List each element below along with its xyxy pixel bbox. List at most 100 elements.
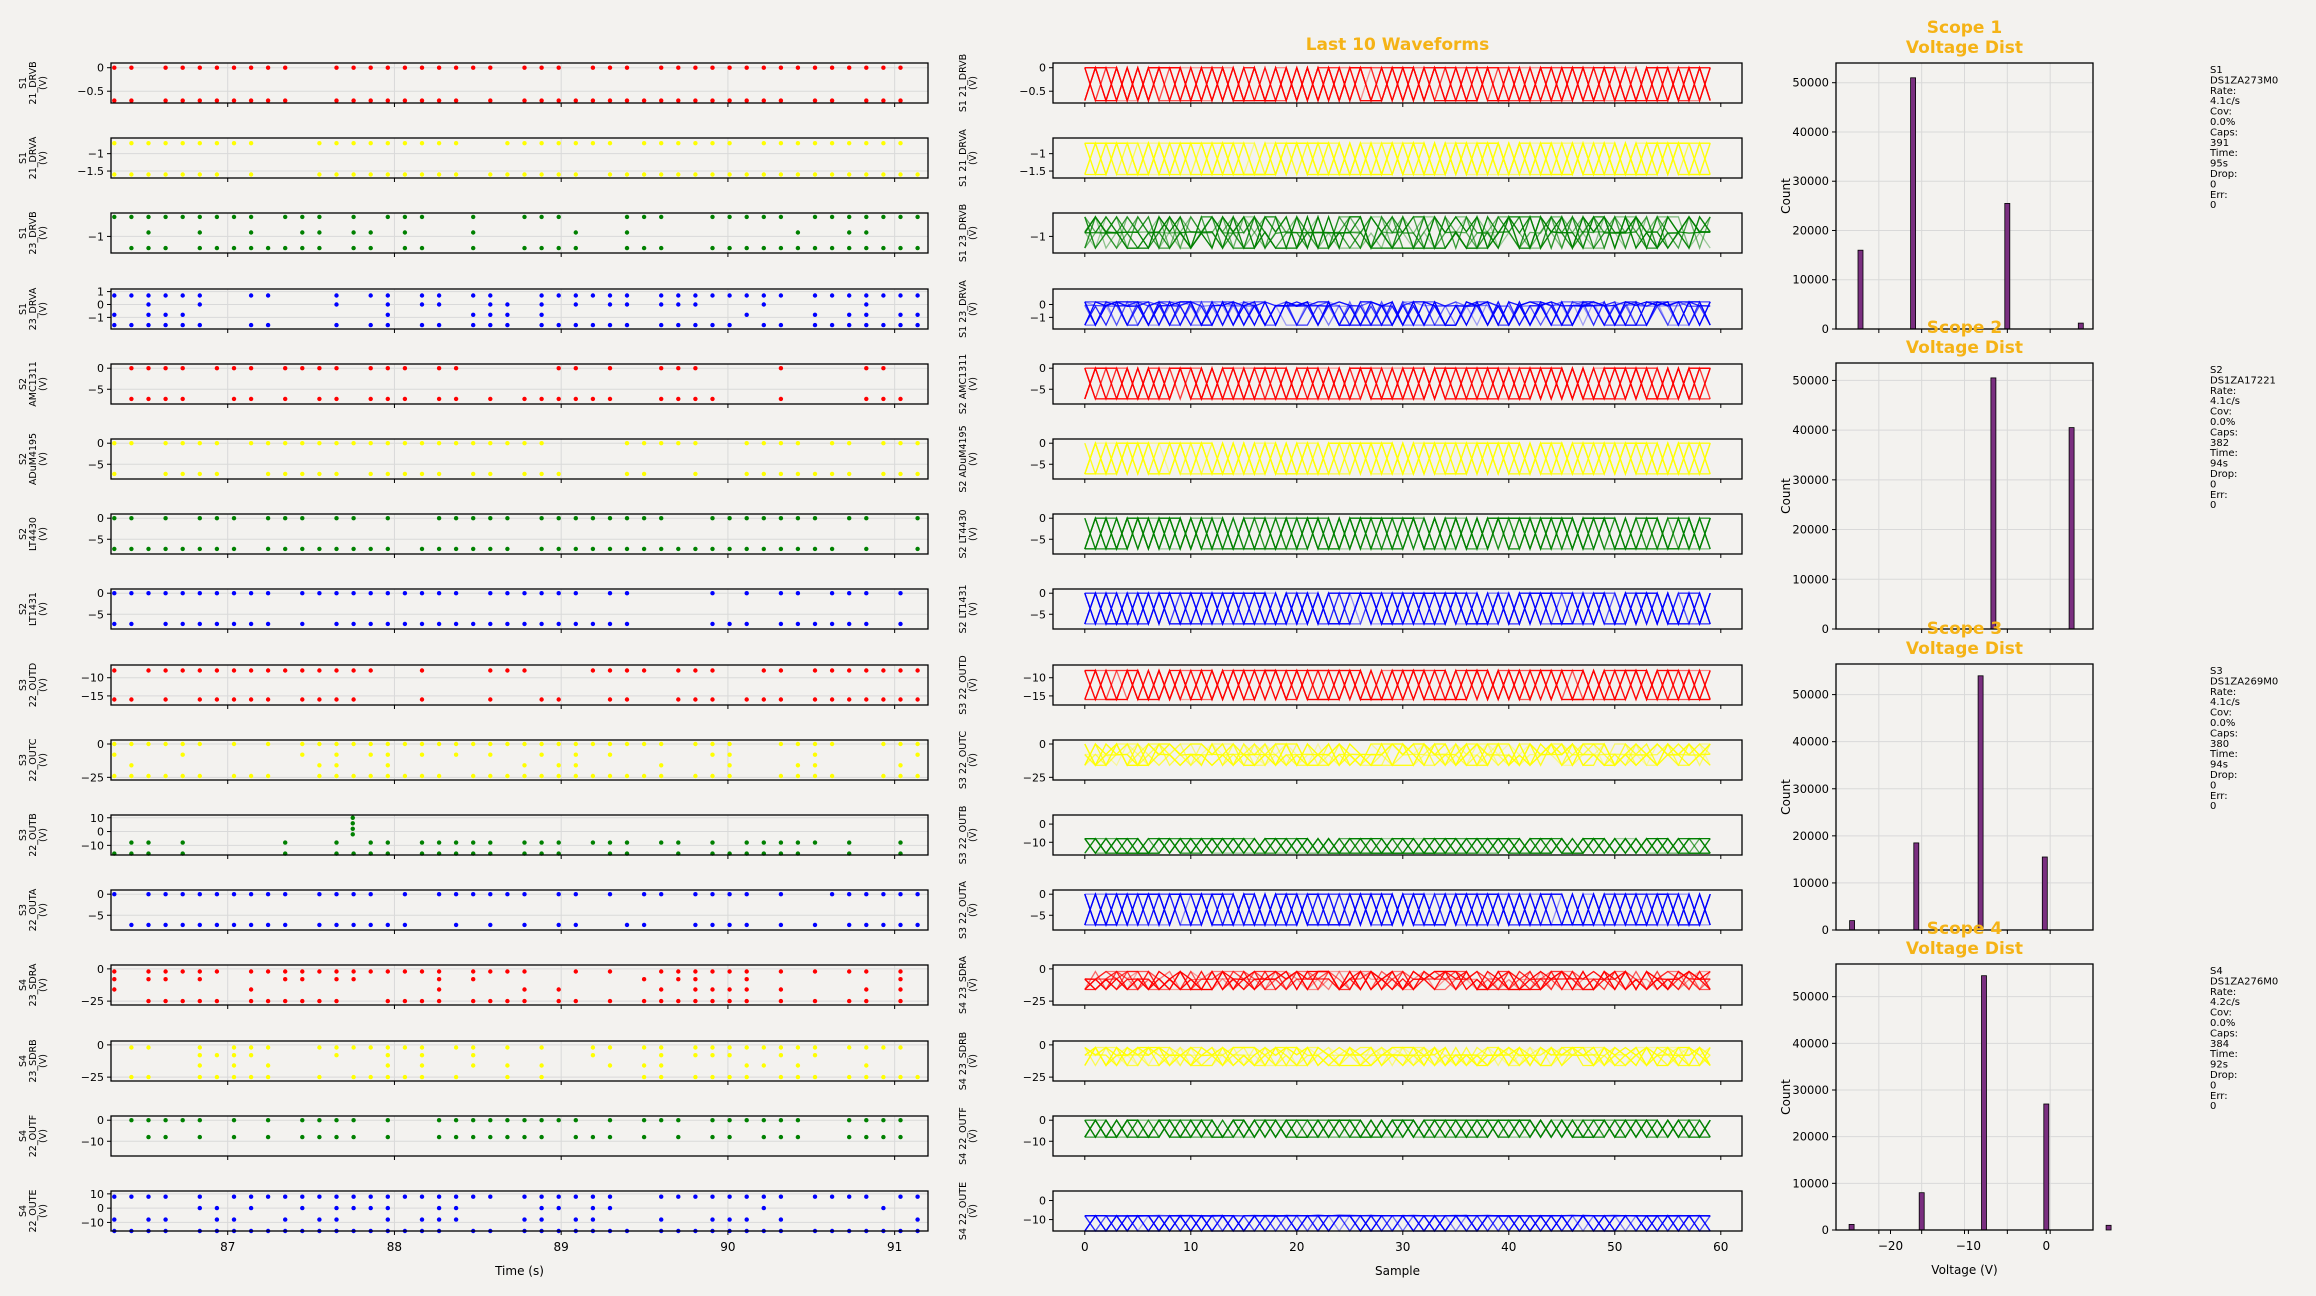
data-point <box>197 1045 202 1050</box>
y-axis-label-line: S4 <box>18 979 29 991</box>
y-axis-label-line: 22_OUTC <box>28 738 39 782</box>
x-axis-label: Voltage (V) <box>1931 1263 1997 1277</box>
data-point <box>590 546 596 552</box>
data-point <box>112 668 117 673</box>
data-point <box>146 302 151 307</box>
data-point <box>744 214 749 220</box>
data-point <box>778 366 784 371</box>
data-point <box>744 591 749 596</box>
y-axis-label: S2 LT1431 (V) <box>958 584 979 633</box>
data-point <box>847 516 852 521</box>
data-point <box>112 892 117 897</box>
data-point <box>881 1045 886 1050</box>
data-point <box>812 773 818 779</box>
y-tick-label: 0 <box>97 738 104 751</box>
data-point <box>488 1134 493 1140</box>
data-point <box>693 969 698 974</box>
y-axis-label-line: S2 ADuM4195 <box>958 425 969 492</box>
data-point <box>539 621 544 627</box>
data-point <box>146 396 151 402</box>
data-point <box>368 245 373 251</box>
data-point <box>385 741 390 747</box>
data-point <box>197 741 202 747</box>
y-tick-label: 0 <box>1039 1195 1046 1208</box>
axes-frame <box>110 889 929 931</box>
data-point <box>659 546 664 552</box>
data-point <box>522 668 527 673</box>
y-tick-label: 0 <box>97 888 104 901</box>
y-axis-label-line: 21_DRVB <box>28 61 39 104</box>
data-point <box>317 892 322 897</box>
y-tick-label: 0 <box>1039 512 1046 525</box>
data-point <box>573 773 578 779</box>
data-point <box>881 65 886 70</box>
scatter-panel-6: 0−5S2 ADuM4195 (V) <box>18 433 929 485</box>
data-point <box>163 65 168 70</box>
waveform-line <box>1084 516 1711 551</box>
y-axis-label-line: (V) <box>38 1054 49 1068</box>
y-tick-label: 10000 <box>1792 876 1829 890</box>
scope-info-line: 0.0% <box>2210 117 2235 128</box>
data-point <box>847 668 852 673</box>
scatter-panel-7: 0−5S2 LT4430 (V) <box>18 512 929 558</box>
data-point <box>419 591 425 596</box>
data-point <box>129 922 134 928</box>
data-point <box>693 141 698 146</box>
data-point <box>146 741 151 747</box>
scope-info-line: 92s <box>2210 1060 2228 1071</box>
data-point <box>847 141 852 146</box>
data-point <box>761 1205 766 1211</box>
data-point <box>847 1045 852 1050</box>
scope-info-line: S3 <box>2210 666 2223 677</box>
data-point <box>129 741 134 747</box>
data-point <box>197 773 202 779</box>
data-point <box>573 546 578 552</box>
data-point <box>197 621 202 627</box>
data-point <box>522 621 527 627</box>
data-point <box>778 1045 784 1050</box>
data-point <box>556 922 561 928</box>
data-point <box>419 98 425 103</box>
data-point <box>197 546 202 552</box>
data-point <box>453 1118 459 1123</box>
data-point <box>231 1118 237 1123</box>
scope-info-line: 0 <box>2210 179 2216 190</box>
histogram-bar <box>1910 77 1916 330</box>
data-point <box>624 441 630 446</box>
data-point <box>163 922 168 928</box>
data-point <box>146 312 151 317</box>
scope-info-line: Cov: <box>2210 107 2232 118</box>
waveform-line <box>1084 892 1711 927</box>
scatter-panel-3: −1S1 23_DRVB (V) <box>18 211 929 257</box>
data-point <box>214 366 220 371</box>
data-point <box>197 214 202 220</box>
data-point <box>812 172 818 177</box>
data-point <box>351 969 356 974</box>
data-point <box>812 98 818 103</box>
data-point <box>710 322 715 328</box>
data-point <box>881 245 886 251</box>
y-axis-label-line: (V) <box>38 978 49 992</box>
data-point <box>368 172 373 177</box>
y-axis-label-line: S4 23_SDRA <box>958 956 969 1014</box>
data-point <box>351 65 356 70</box>
data-point <box>265 591 271 596</box>
data-point <box>744 922 749 928</box>
y-tick-label: 10000 <box>1792 273 1829 287</box>
data-point <box>368 1074 373 1080</box>
axes-frame <box>1052 212 1743 254</box>
data-point <box>368 1205 373 1211</box>
data-point <box>710 1074 715 1080</box>
data-point <box>641 922 647 928</box>
data-point <box>539 840 544 845</box>
data-point <box>197 1074 202 1080</box>
data-point <box>385 366 390 371</box>
data-point <box>385 1045 390 1050</box>
data-point <box>112 65 117 70</box>
y-axis-label-line: (V) <box>968 226 979 240</box>
data-point <box>624 546 630 552</box>
data-point <box>146 1045 151 1050</box>
data-point <box>180 65 185 70</box>
data-point <box>676 172 681 177</box>
data-point <box>710 516 715 521</box>
